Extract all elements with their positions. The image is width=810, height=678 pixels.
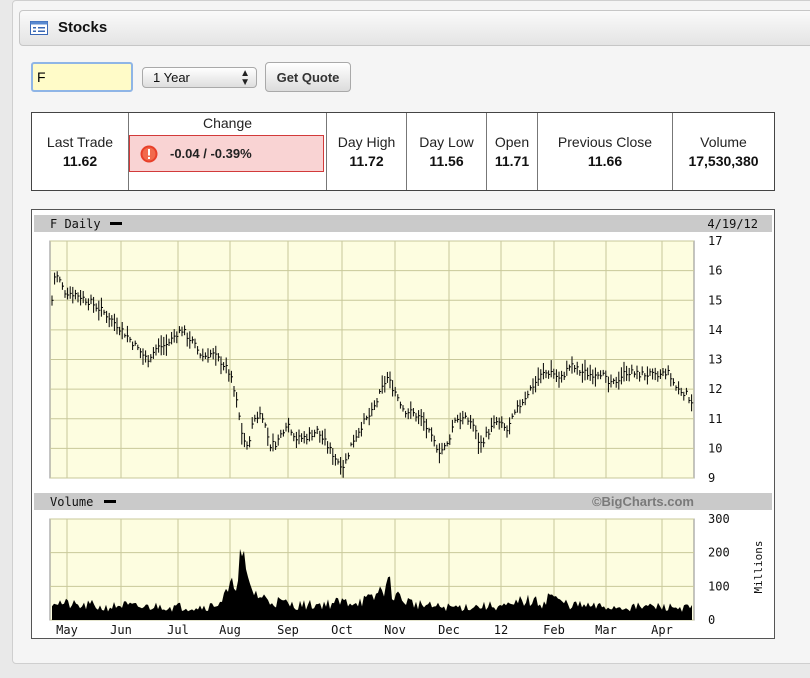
price-tick-label: 11 <box>708 412 722 426</box>
previous-close-label: Previous Close <box>557 134 653 150</box>
select-arrows-icon: ▲ ▼ <box>240 68 250 88</box>
panel-title: Stocks <box>58 19 108 36</box>
stock-chart: F Daily 4/19/12 Volume ©BigCharts.com 9 1… <box>31 209 775 639</box>
month-tick-label: Jun <box>110 623 132 637</box>
date-axis-labels: May Jun Jul Aug Sep Oct Nov Dec 12 Feb Mar Apr <box>56 623 673 637</box>
month-tick-label: Oct <box>331 623 353 637</box>
volume-tick-label: 300 <box>708 512 730 526</box>
month-tick-label: Nov <box>384 623 406 637</box>
get-quote-button[interactable]: Get Quote <box>265 62 351 92</box>
last-trade-cell: Last Trade 11.62 <box>32 113 129 190</box>
price-chart-title: F Daily <box>50 217 101 231</box>
volume-tick-label: 100 <box>708 579 730 593</box>
day-low-label: Day Low <box>419 134 474 150</box>
day-low-value: 11.56 <box>429 153 464 169</box>
open-value: 11.71 <box>494 153 530 169</box>
legend-swatch-price <box>110 222 122 225</box>
symbol-input[interactable] <box>31 62 133 92</box>
day-high-label: Day High <box>337 134 396 150</box>
stock-chart-svg: F Daily 4/19/12 Volume ©BigCharts.com 9 1… <box>34 215 772 637</box>
month-tick-label: Mar <box>595 623 617 637</box>
panel-header: Stocks <box>19 10 810 46</box>
change-label: Change <box>202 115 253 131</box>
price-chart-header <box>34 215 772 232</box>
list-window-icon <box>30 21 48 35</box>
volume-chart-header <box>34 493 772 510</box>
change-badge: -0.04 / -0.39% <box>129 135 324 172</box>
price-axis-labels: 9 10 11 12 13 14 15 16 17 <box>708 234 722 485</box>
month-tick-label: Feb <box>543 623 565 637</box>
price-tick-label: 14 <box>708 323 722 337</box>
volume-area-series <box>52 548 692 620</box>
price-tick-label: 13 <box>708 353 722 367</box>
volume-chart-title: Volume <box>50 495 93 509</box>
price-tick-label: 17 <box>708 234 722 248</box>
volume-unit-label: Millions <box>752 541 765 594</box>
price-tick-label: 16 <box>708 264 722 278</box>
volume-value: 17,530,380 <box>688 153 759 169</box>
last-trade-value: 11.62 <box>62 153 98 169</box>
month-tick-label: Aug <box>219 623 241 637</box>
volume-cell: Volume 17,530,380 <box>673 113 774 190</box>
open-label: Open <box>494 134 530 150</box>
volume-area <box>52 548 692 620</box>
price-ohlc-series <box>51 271 694 478</box>
month-tick-label: 12 <box>494 623 508 637</box>
chart-credit: ©BigCharts.com <box>592 494 694 509</box>
day-high-value: 11.72 <box>349 153 384 169</box>
price-tick-label: 9 <box>708 471 715 485</box>
period-select[interactable]: 1 Year ▲ ▼ <box>142 67 257 88</box>
last-trade-label: Last Trade <box>46 134 114 150</box>
price-tick-label: 15 <box>708 293 722 307</box>
volume-axis-labels: 0 100 200 300 <box>708 512 730 627</box>
day-low-cell: Day Low 11.56 <box>407 113 487 190</box>
month-tick-label: Dec <box>438 623 460 637</box>
volume-label: Volume <box>700 134 747 150</box>
day-high-cell: Day High 11.72 <box>327 113 407 190</box>
quote-summary-table: Last Trade 11.62 Change -0.04 / -0.39% D… <box>31 112 775 191</box>
previous-close-value: 11.66 <box>587 153 623 169</box>
month-tick-label: Sep <box>277 623 299 637</box>
legend-swatch-volume <box>104 500 116 503</box>
previous-close-cell: Previous Close 11.66 <box>538 113 673 190</box>
volume-tick-label: 0 <box>708 613 715 627</box>
price-tick-label: 12 <box>708 382 722 396</box>
volume-tick-label: 200 <box>708 546 730 560</box>
change-value: -0.04 / -0.39% <box>170 146 252 161</box>
price-tick-label: 10 <box>708 441 722 455</box>
month-tick-label: Apr <box>651 623 673 637</box>
alert-icon <box>140 145 158 163</box>
month-tick-label: Jul <box>167 623 189 637</box>
month-tick-label: May <box>56 623 78 637</box>
open-cell: Open 11.71 <box>487 113 538 190</box>
change-cell: Change -0.04 / -0.39% <box>129 113 327 190</box>
period-select-value: 1 Year <box>153 70 190 85</box>
chart-date: 4/19/12 <box>707 217 758 231</box>
